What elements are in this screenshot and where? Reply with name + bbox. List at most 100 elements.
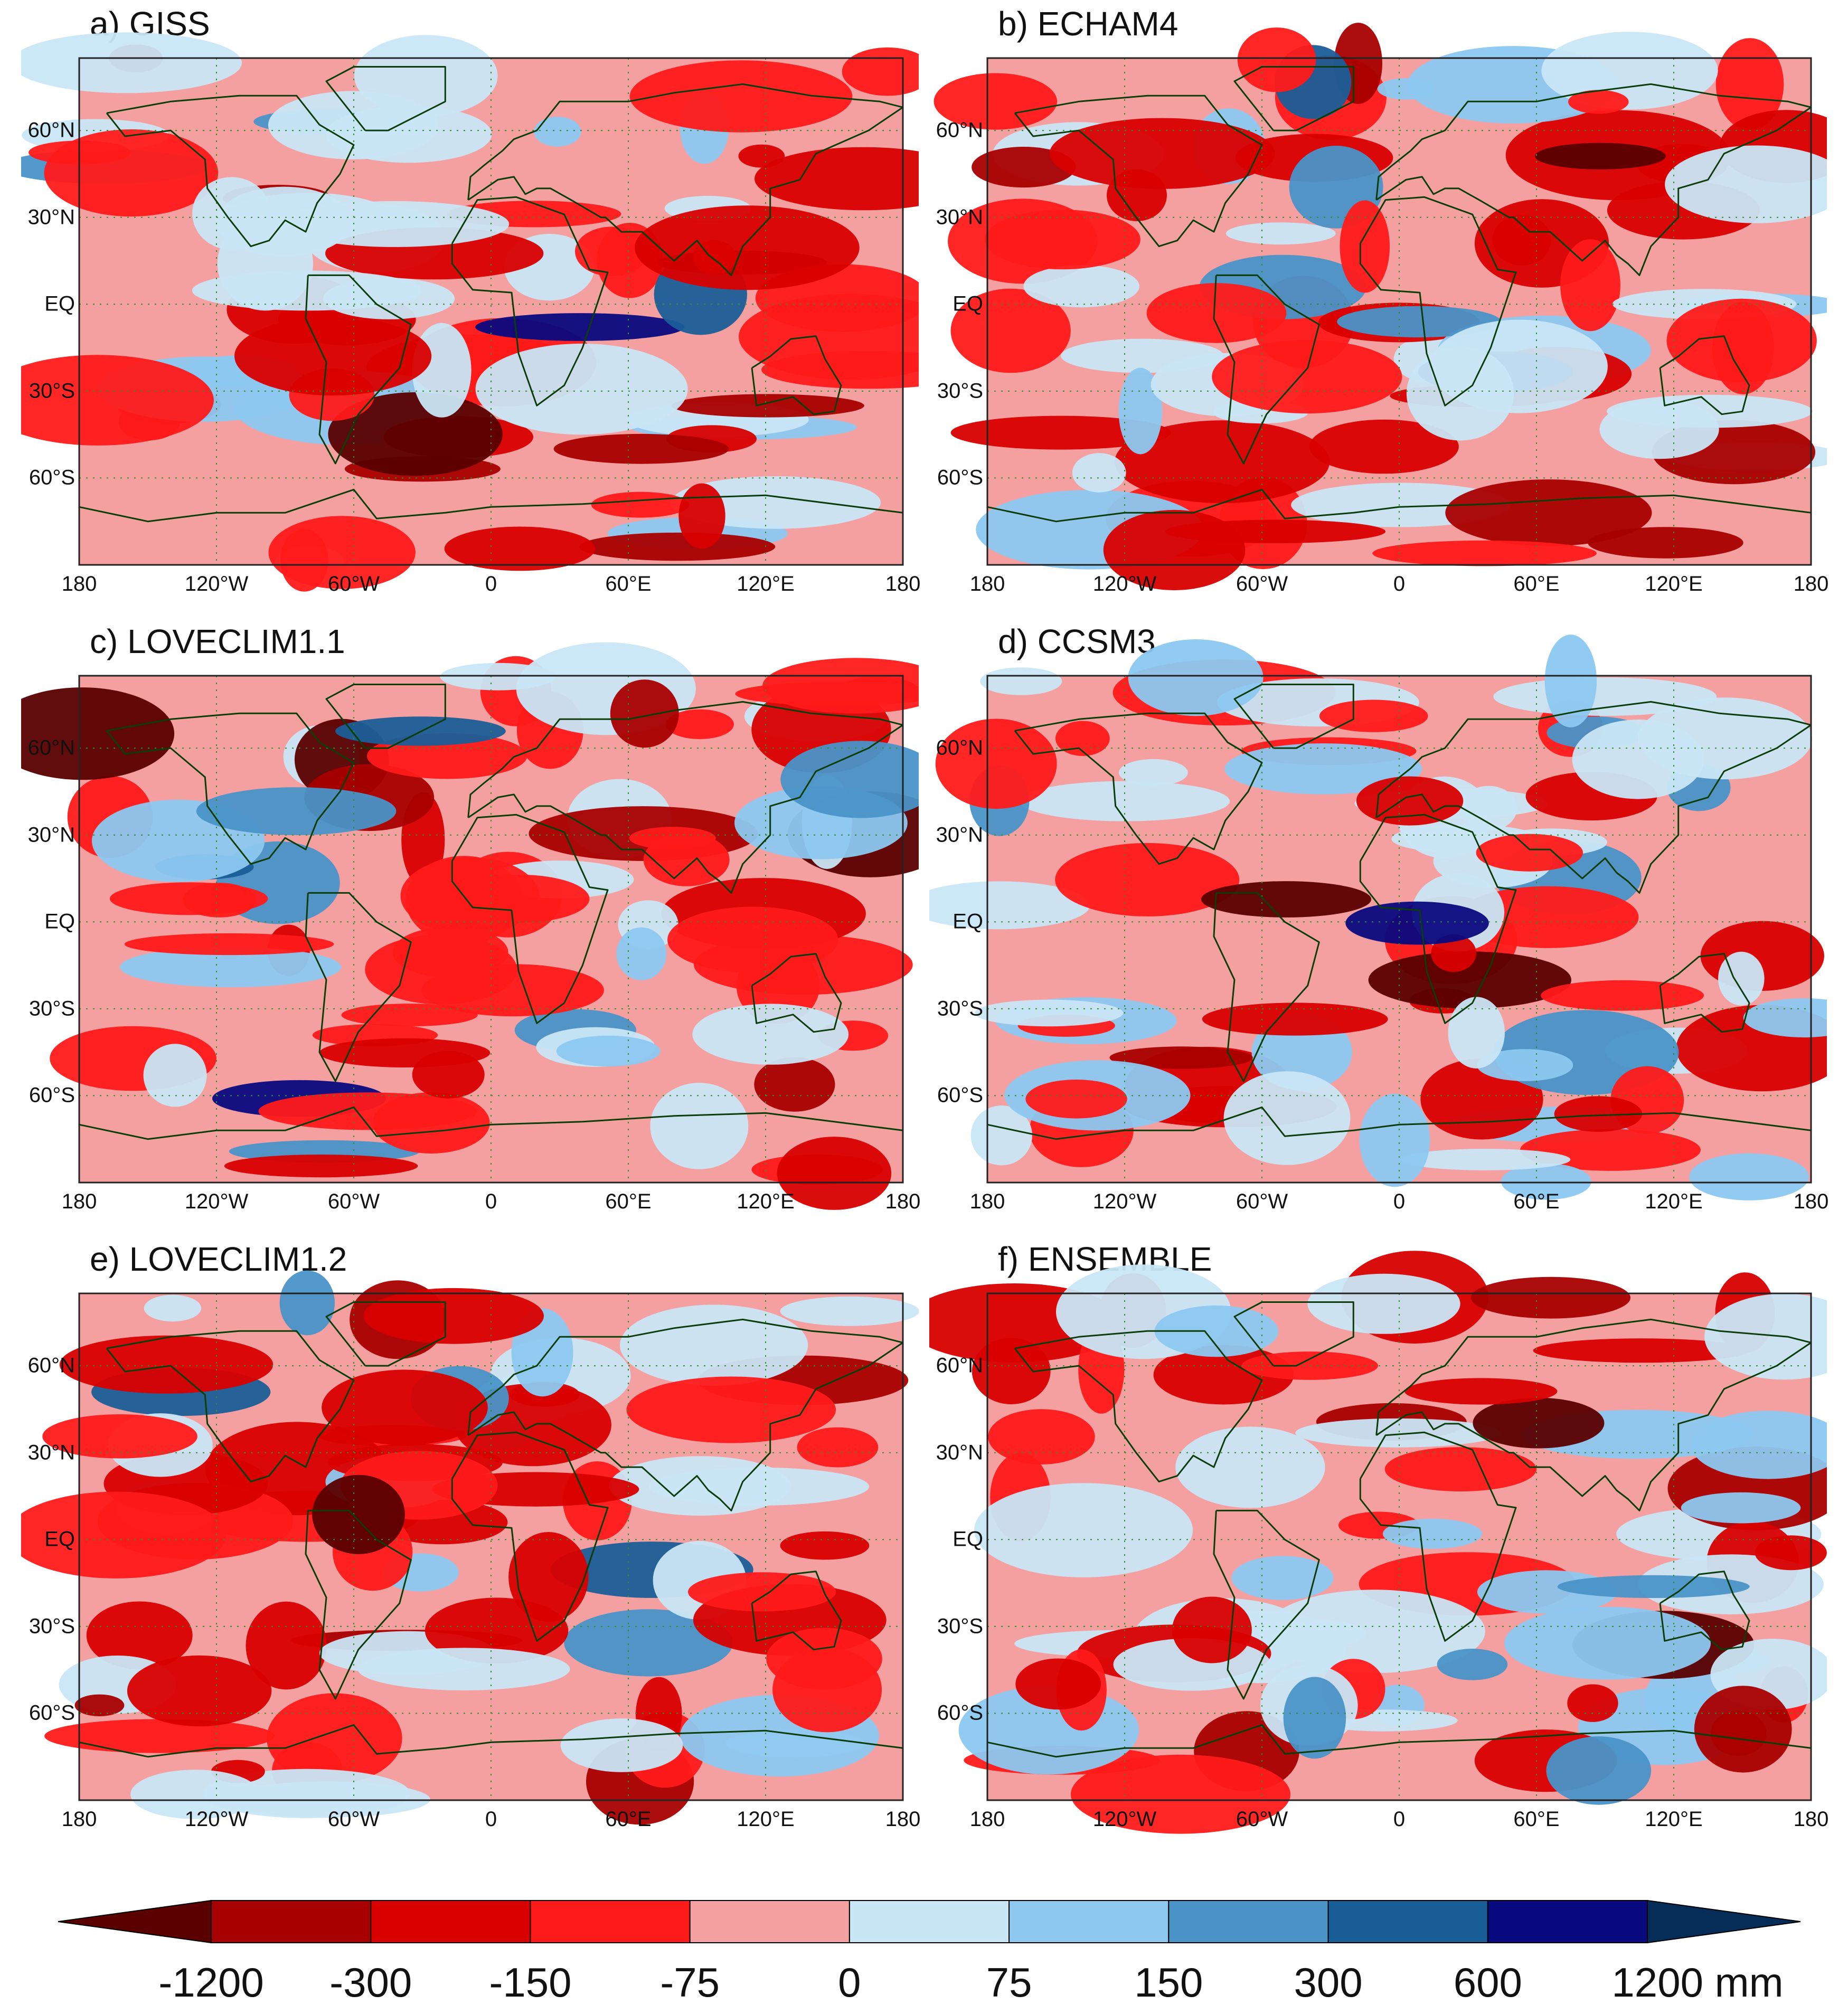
latitude-tick-label: 30°N	[27, 823, 75, 847]
anomaly-region	[974, 1483, 1193, 1577]
colorbar-high-extension	[1647, 1899, 1800, 1944]
colorbar-segment	[848, 1900, 1010, 1943]
anomaly-region	[667, 906, 838, 973]
colorbar-tick-label: 1200 mm	[1611, 1959, 1784, 2006]
colorbar-tick-label: 0	[838, 1959, 861, 2006]
coastline	[1213, 274, 1320, 465]
coastline	[987, 1106, 1812, 1140]
anomaly-region	[671, 394, 864, 418]
longitude-tick-label: 0	[485, 572, 497, 595]
anomaly-region	[1368, 951, 1571, 1009]
longitude-tick-label: 0	[1393, 572, 1406, 595]
anomaly-region	[1231, 1556, 1334, 1600]
longitude-tick-label: 60°E	[1513, 572, 1560, 595]
anomaly-region	[1359, 1093, 1430, 1187]
anomaly-region	[1025, 1080, 1127, 1119]
latitude-tick-label: 30°S	[29, 997, 75, 1020]
anomaly-region	[1492, 214, 1551, 266]
anomaly-region	[1666, 298, 1817, 383]
anomaly-region	[412, 1051, 485, 1099]
anomaly-region	[1055, 843, 1240, 916]
anomaly-region	[929, 881, 1090, 930]
coastline	[751, 953, 842, 1033]
coastline	[1014, 1330, 1263, 1483]
longitude-tick-label: 120°E	[737, 572, 795, 595]
longitude-tick-label: 60°E	[605, 1808, 652, 1831]
anomaly-region	[610, 679, 679, 748]
anomaly-region	[739, 294, 919, 380]
anomaly-region	[328, 392, 503, 476]
coastline	[106, 1330, 355, 1483]
latitude-tick-label: 30°S	[937, 997, 983, 1020]
coastline	[751, 1571, 842, 1651]
anomaly-region	[1202, 1003, 1388, 1036]
anomaly-region	[692, 1004, 849, 1065]
anomaly-region	[21, 355, 214, 446]
anomaly-region	[1743, 998, 1827, 1038]
latitude-tick-label: 60°N	[27, 118, 75, 142]
anomaly-region	[1638, 697, 1813, 780]
coastline	[79, 488, 903, 523]
anomaly-region	[1755, 1535, 1827, 1571]
anomaly-region	[120, 947, 342, 988]
coastline	[467, 83, 904, 276]
colorbar-legend: -1200 -300 -150 -75 0 75 150 300 600 1200 mm	[58, 1895, 1800, 2006]
coastline	[1233, 684, 1354, 749]
map-frame	[929, 11, 1827, 623]
anomaly-region	[609, 1456, 791, 1516]
colorbar-tick-label: 75	[986, 1959, 1032, 2006]
anomaly-region	[1400, 1149, 1571, 1170]
longitude-tick-label: 0	[1393, 1808, 1406, 1831]
colorbar-low-extension	[58, 1899, 212, 1944]
colorbar-segment	[1487, 1900, 1648, 1943]
map-svg	[929, 1251, 1827, 1834]
map-border	[78, 675, 904, 1184]
anomaly-region	[1501, 1163, 1591, 1200]
anomaly-region	[1541, 32, 1718, 110]
anomaly-region	[1118, 367, 1163, 455]
longitude-tick-label: 60°W	[327, 1190, 380, 1213]
anomaly-region	[1470, 1277, 1630, 1319]
anomaly-region	[246, 1601, 327, 1690]
map-border	[986, 1292, 1812, 1801]
anomaly-region	[1175, 1426, 1325, 1508]
anomaly-region	[1283, 1677, 1346, 1759]
anomaly-region	[1535, 143, 1666, 169]
anomaly-region	[780, 741, 919, 818]
latitude-tick-label: 30°S	[29, 379, 75, 403]
anomaly-region	[950, 288, 1071, 373]
anomaly-region	[1115, 420, 1330, 504]
coastline	[451, 1431, 609, 1642]
anomaly-region	[279, 1270, 335, 1336]
anomaly-region	[127, 1655, 272, 1727]
anomaly-region	[323, 278, 455, 319]
anomaly-region	[224, 1155, 418, 1178]
anomaly-region	[130, 1770, 260, 1819]
anomaly-region	[406, 856, 522, 944]
longitude-tick-label: 180	[1793, 572, 1829, 595]
anomaly-region	[1345, 901, 1489, 945]
anomaly-region	[754, 1057, 835, 1112]
latitude-tick-label: EQ	[44, 1527, 75, 1551]
map-svg	[934, 23, 1827, 591]
anomaly-region	[1567, 1684, 1618, 1722]
panel-title: d) CCSM3	[998, 622, 1156, 660]
anomaly-region	[777, 1137, 892, 1210]
longitude-tick-label: 60°W	[1236, 1190, 1288, 1213]
coastline	[1375, 83, 1812, 276]
latitude-tick-label: 30°S	[29, 1614, 75, 1638]
colorbar-segment	[1168, 1900, 1329, 1943]
anomaly-region	[556, 1035, 661, 1067]
map-svg	[21, 32, 919, 592]
coastline	[1359, 1431, 1517, 1642]
anomaly-region	[372, 1092, 490, 1153]
coastline	[1375, 701, 1812, 894]
anomaly-region	[475, 343, 688, 435]
anomaly-region	[1689, 1153, 1809, 1200]
anomaly-region	[579, 532, 776, 561]
latitude-tick-label: 30°S	[937, 1614, 983, 1638]
anomaly-region	[972, 1338, 1051, 1404]
anomaly-region	[575, 226, 648, 277]
anomaly-region	[975, 999, 1124, 1027]
anomaly-region	[1015, 1658, 1101, 1710]
